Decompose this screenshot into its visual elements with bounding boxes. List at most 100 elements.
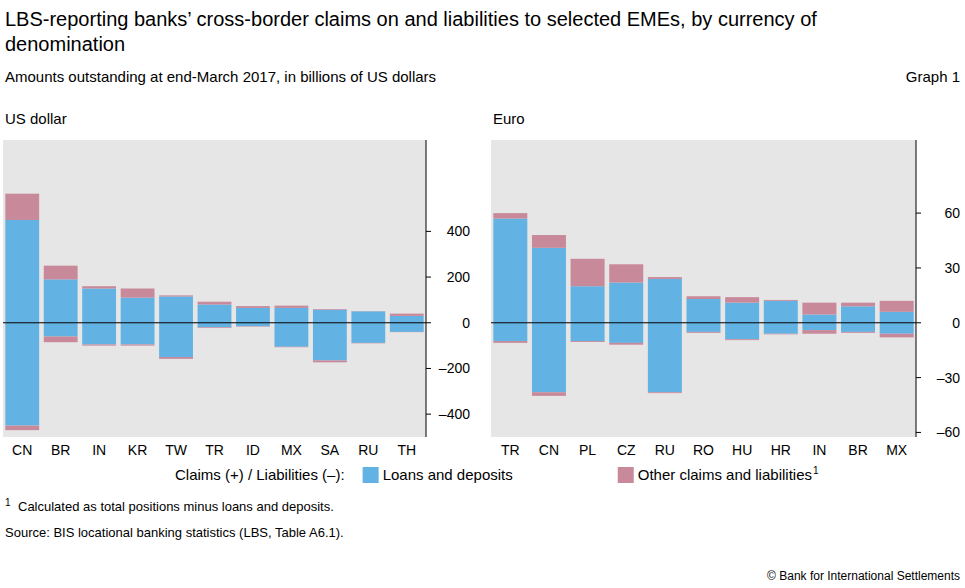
bar-segment (532, 323, 566, 392)
bar-segment (493, 341, 527, 343)
copyright: © Bank for International Settlements (767, 569, 960, 583)
source: Source: BIS locational banking statistic… (5, 525, 344, 540)
bar-segment (571, 341, 605, 343)
category-label: TR (501, 442, 520, 458)
bar-segment (532, 235, 566, 248)
bar-segment (159, 357, 193, 359)
tick-mark (426, 322, 431, 323)
legend-label: Other claims and liabilities (638, 466, 812, 483)
footnote-marker: 1 (813, 465, 819, 476)
panel: US dollar–400–2000200400CNBRINKRTWTRIDMX… (3, 110, 470, 458)
category-label: CZ (617, 442, 636, 458)
category-label: SA (321, 442, 340, 458)
bar-segment (198, 304, 232, 322)
bar-segment (532, 392, 566, 396)
bar-segment (5, 194, 39, 220)
bar-segment (493, 213, 527, 218)
bar-segment (198, 327, 232, 329)
y-axis-line (916, 140, 917, 437)
bar-segment (44, 279, 78, 322)
bar-segment (236, 306, 270, 308)
tick-mark (916, 213, 921, 214)
bar-segment (121, 344, 155, 345)
tick-label: 0 (462, 315, 470, 331)
bar-segment (44, 336, 78, 342)
category-label: CN (12, 442, 32, 458)
bar-segment (648, 279, 682, 323)
bar-segment (571, 259, 605, 286)
panel: Euro–60–3003060TRCNPLCZRUROHUHRINBRMX (491, 110, 960, 458)
y-axis-line (426, 140, 427, 437)
page: {"title": "LBS-reporting banks’ cross-bo… (0, 0, 965, 588)
title: LBS-reporting banks’ cross-border claims… (5, 8, 817, 55)
bar-segment (609, 343, 643, 345)
bar-segment (82, 323, 116, 345)
bar-segment (764, 333, 798, 335)
category-label: IN (92, 442, 106, 458)
category-label: RU (655, 442, 675, 458)
bar-segment (841, 306, 875, 322)
category-label: RO (693, 442, 714, 458)
bar-segment (5, 426, 39, 431)
bars (493, 213, 913, 396)
tick-label: –200 (439, 360, 470, 376)
bar-segment (725, 339, 759, 341)
plot-background (491, 140, 916, 437)
bar-segment (236, 326, 270, 327)
bar-segment (44, 323, 78, 337)
tick-mark (916, 377, 921, 378)
tick-mark (426, 231, 431, 232)
bar-segment (609, 283, 643, 323)
bar-segment (648, 392, 682, 394)
bar-segment (648, 277, 682, 279)
legend-swatch (618, 467, 634, 483)
bar-segment (351, 311, 385, 322)
bar-segment (390, 314, 424, 316)
bar-segment (313, 360, 347, 362)
bar-segment (236, 323, 270, 326)
tick-label: 0 (952, 315, 960, 331)
category-label: CN (539, 442, 559, 458)
category-label: BR (848, 442, 867, 458)
category-label: TW (165, 442, 188, 458)
category-label: HR (771, 442, 791, 458)
bar-segment (532, 248, 566, 323)
plot-background (3, 140, 426, 437)
bar-segment (236, 308, 270, 323)
bar-segment (687, 331, 721, 333)
category-label: RU (358, 442, 378, 458)
zero-line (491, 322, 916, 323)
bar-segment (198, 302, 232, 305)
bar-segment (159, 323, 193, 357)
legend-label: Loans and deposits (383, 466, 513, 483)
bar-segment (841, 303, 875, 307)
title-line: denomination (5, 33, 125, 55)
bar-segment (82, 289, 116, 323)
bar-segment (198, 323, 232, 328)
category-label: TR (205, 442, 224, 458)
bar-segment (274, 306, 308, 308)
bar-segment (802, 315, 836, 323)
tick-label: 60 (944, 205, 960, 221)
bars (5, 194, 423, 430)
category-label: PL (579, 442, 596, 458)
bar-segment (880, 301, 914, 312)
tick-label: 200 (447, 269, 471, 285)
bar-segment (687, 296, 721, 299)
bar-segment (351, 311, 385, 312)
bar-segment (390, 316, 424, 323)
category-label: ID (246, 442, 260, 458)
legend: Claims (+) / Liabilities (–):Loans and d… (175, 465, 819, 483)
bar-segment (687, 323, 721, 332)
bar-segment (390, 331, 424, 332)
graph-label: Graph 1 (906, 68, 960, 85)
bar-segment (5, 323, 39, 426)
panel-title: Euro (493, 110, 525, 127)
bar-segment (571, 323, 605, 341)
title-line: LBS-reporting banks’ cross-border claims… (5, 8, 817, 30)
bar-segment (159, 295, 193, 296)
bar-segment (313, 309, 347, 311)
bar-segment (44, 266, 78, 280)
bar-segment (880, 334, 914, 338)
tick-label: 400 (447, 223, 471, 239)
